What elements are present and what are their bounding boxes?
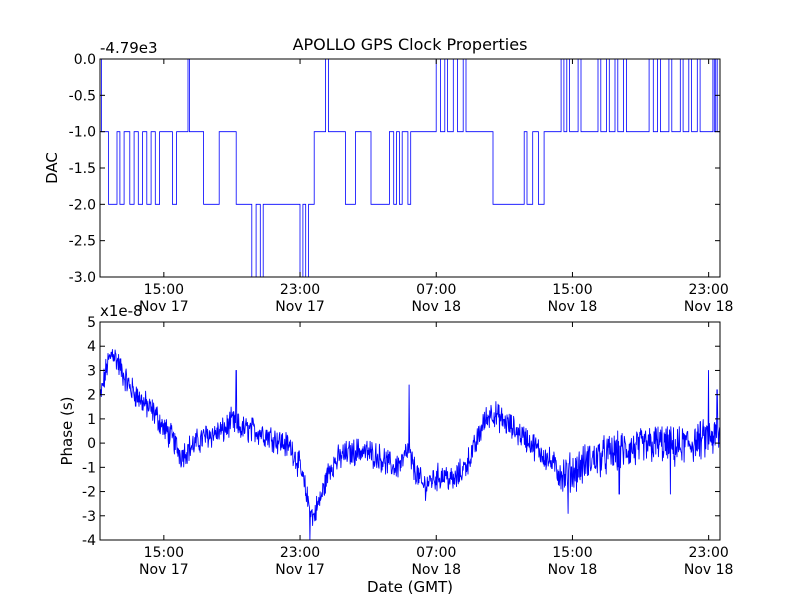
x-tick-time-label: 15:00 <box>552 282 592 298</box>
x-tick-date-label: Nov 18 <box>548 562 598 578</box>
x-tick-time-label: 23:00 <box>280 545 320 561</box>
x-tick-date-label: Nov 18 <box>411 562 461 578</box>
dac-plot-content <box>100 59 720 277</box>
phase-ylabel: Phase (s) <box>58 396 76 465</box>
x-tick-date-label: Nov 18 <box>684 299 734 315</box>
x-tick-time-label: 23:00 <box>688 545 728 561</box>
dac-offset-label: -4.79e3 <box>100 39 158 57</box>
x-tick-date-label: Nov 17 <box>139 562 189 578</box>
y-tick-label: 5 <box>87 315 96 331</box>
phase-plot-content <box>100 349 720 540</box>
phase-series-line <box>100 349 720 540</box>
dac-ylabel: DAC <box>43 152 61 184</box>
y-tick-label: -1.5 <box>69 161 96 177</box>
y-tick-label: 0 <box>87 436 96 452</box>
phase-plot-area <box>100 322 720 540</box>
y-tick-label: -2.5 <box>69 234 96 250</box>
y-tick-label: -3.0 <box>69 270 96 286</box>
x-tick-date-label: Nov 17 <box>139 299 189 315</box>
y-tick-label: 1 <box>87 412 96 428</box>
y-tick-label: -1 <box>82 460 96 476</box>
y-tick-label: -4 <box>82 533 96 549</box>
y-tick-label: -3 <box>82 509 96 525</box>
x-tick-time-label: 07:00 <box>416 545 456 561</box>
x-tick-time-label: 15:00 <box>144 545 184 561</box>
y-tick-label: -1.0 <box>69 125 96 141</box>
y-tick-label: 3 <box>87 363 96 379</box>
x-tick-date-label: Nov 17 <box>275 562 325 578</box>
chart-title: APOLLO GPS Clock Properties <box>293 35 528 54</box>
x-tick-date-label: Nov 18 <box>684 562 734 578</box>
x-tick-date-label: Nov 18 <box>548 299 598 315</box>
y-tick-label: 2 <box>87 388 96 404</box>
x-tick-date-label: Nov 17 <box>275 299 325 315</box>
x-tick-time-label: 23:00 <box>280 282 320 298</box>
dac-plot-area <box>100 59 720 277</box>
x-tick-time-label: 23:00 <box>688 282 728 298</box>
y-tick-label: 0.0 <box>74 52 96 68</box>
y-tick-label: -2.0 <box>69 197 96 213</box>
phase-offset-label: x1e-8 <box>100 302 143 320</box>
phase-xlabel: Date (GMT) <box>367 578 453 596</box>
phase-plot-frame <box>99 321 721 541</box>
x-tick-time-label: 07:00 <box>416 282 456 298</box>
y-tick-label: 4 <box>87 339 96 355</box>
y-tick-label: -0.5 <box>69 88 96 104</box>
x-tick-date-label: Nov 18 <box>411 299 461 315</box>
y-tick-label: -2 <box>82 485 96 501</box>
x-tick-time-label: 15:00 <box>552 545 592 561</box>
x-tick-time-label: 15:00 <box>144 282 184 298</box>
dac-series-line <box>100 59 720 277</box>
